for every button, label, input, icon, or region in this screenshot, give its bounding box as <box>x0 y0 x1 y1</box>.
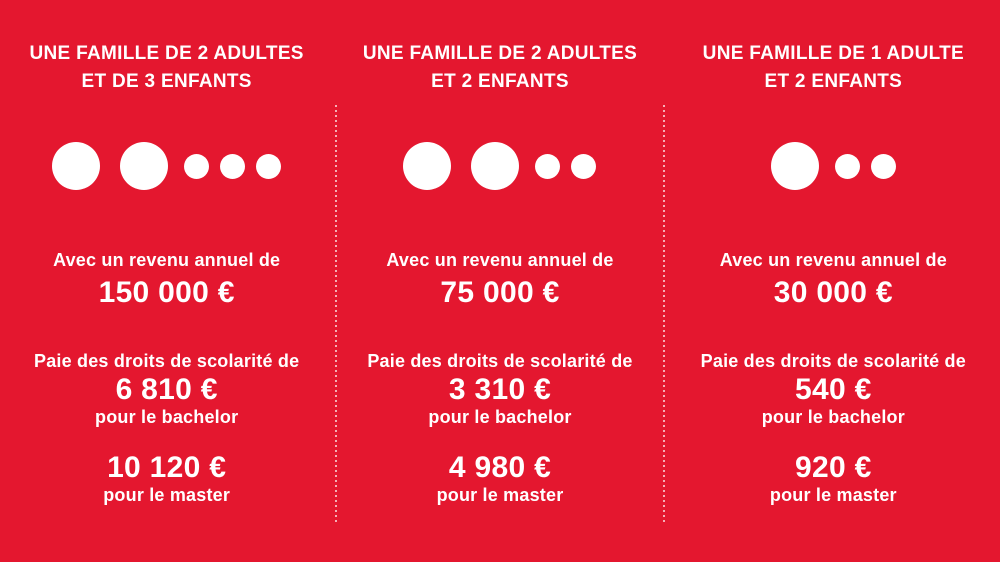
child-circle <box>184 153 210 179</box>
bachelor-value: 3 310 € <box>448 373 552 406</box>
adult-circle <box>471 142 520 190</box>
income-value: 75 000 € <box>440 276 560 309</box>
family-title: UNE FAMILLE DE 2 ADULTES ET 2 ENFANTS <box>333 40 666 96</box>
tuition-label: Paie des droits de scolarité de <box>367 351 633 371</box>
master-label: pour le master <box>436 485 564 505</box>
family-title: UNE FAMILLE DE 2 ADULTES ET DE 3 ENFANTS <box>0 40 333 96</box>
family-icons <box>667 142 1000 190</box>
income-label: Avec un revenu annuel de <box>719 250 947 270</box>
family-title-line2: ET 2 ENFANTS <box>764 71 903 92</box>
income-value: 30 000 € <box>773 276 893 309</box>
income-label: Avec un revenu annuel de <box>386 250 614 270</box>
master-value: 10 120 € <box>107 451 227 484</box>
family-title-line1: UNE FAMILLE DE 1 ADULTE <box>702 43 964 64</box>
bachelor-label: pour le bachelor <box>761 407 905 427</box>
child-group <box>535 153 597 179</box>
adult-circle <box>120 142 169 190</box>
bachelor-label: pour le bachelor <box>428 407 572 427</box>
family-title-line1: UNE FAMILLE DE 2 ADULTES <box>29 43 304 64</box>
master-label: pour le master <box>769 485 897 505</box>
child-group <box>184 153 282 179</box>
bachelor-value: 540 € <box>795 373 872 406</box>
family-title-line1: UNE FAMILLE DE 2 ADULTES <box>362 43 638 64</box>
income-label: Avec un revenu annuel de <box>53 250 281 270</box>
child-circle <box>535 153 561 179</box>
family-title: UNE FAMILLE DE 1 ADULTE ET 2 ENFANTS <box>667 40 1000 96</box>
adult-group <box>770 142 819 190</box>
child-group <box>834 153 896 179</box>
adult-group <box>52 142 169 190</box>
child-circle <box>571 153 597 179</box>
master-value: 4 980 € <box>448 451 552 484</box>
family-icons <box>0 142 333 190</box>
bachelor-value: 6 810 € <box>115 373 218 406</box>
family-column-1: UNE FAMILLE DE 2 ADULTES ET DE 3 ENFANTS… <box>0 0 333 562</box>
child-circle <box>220 153 246 179</box>
column-divider <box>335 105 337 525</box>
column-divider <box>663 105 665 525</box>
family-title-line2: ET 2 ENFANTS <box>431 71 569 92</box>
family-title-line2: ET DE 3 ENFANTS <box>81 71 252 92</box>
child-circle <box>870 153 896 179</box>
tuition-label: Paie des droits de scolarité de <box>34 351 300 371</box>
adult-circle <box>770 142 819 190</box>
master-label: pour le master <box>103 485 231 505</box>
family-icons <box>333 142 666 190</box>
family-column-2: UNE FAMILLE DE 2 ADULTES ET 2 ENFANTS Av… <box>333 0 666 562</box>
bachelor-label: pour le bachelor <box>95 407 239 427</box>
adult-group <box>403 142 520 190</box>
tuition-label: Paie des droits de scolarité de <box>700 351 966 371</box>
adult-circle <box>403 142 452 190</box>
child-circle <box>834 153 860 179</box>
master-value: 920 € <box>795 451 872 484</box>
income-value: 150 000 € <box>98 276 235 309</box>
adult-circle <box>52 142 101 190</box>
family-column-3: UNE FAMILLE DE 1 ADULTE ET 2 ENFANTS Ave… <box>667 0 1000 562</box>
child-circle <box>256 153 282 179</box>
